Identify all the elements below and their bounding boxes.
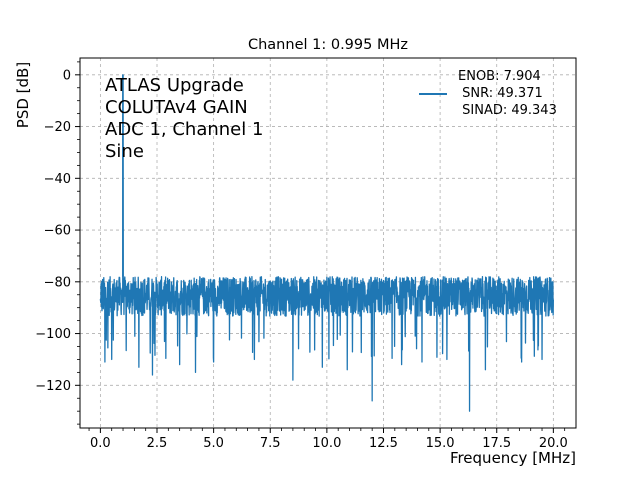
y-tick-label: −60 [44,224,71,239]
annotation-text: ATLAS Upgrade COLUTAv4 GAIN ADC 1, Chann… [105,75,263,162]
legend-entry-snr: SNR: 49.371 [458,86,543,101]
legend-entry-enob: ENOB: 7.904 [458,69,541,84]
x-tick-label: 17.5 [482,436,511,451]
annotation-line-1: ATLAS Upgrade [105,75,244,96]
annotation-line-2: COLUTAv4 GAIN [105,97,248,118]
y-tick-label: −120 [35,379,71,394]
x-axis-label: Frequency [MHz] [450,449,576,467]
psd-series-line [99,74,554,412]
x-tick-label: 15.0 [426,436,455,451]
plot-area [99,74,554,412]
x-tick-label: 2.5 [147,436,168,451]
chart-title: Channel 1: 0.995 MHz [248,37,408,53]
annotation-line-3: ADC 1, Channel 1 [105,119,263,140]
y-tick-label: −20 [44,120,71,135]
legend: ENOB: 7.904 SNR: 49.371 SINAD: 49.343 [419,69,557,118]
x-tick-label: 7.5 [260,436,281,451]
legend-entry-sinad: SINAD: 49.343 [458,103,557,118]
x-tick-label: 0.0 [90,436,111,451]
axis-ticks: 0.0 2.5 5.0 7.5 10.0 12.5 15.0 17.5 20.0 0 −20 −40 −… [35,61,568,451]
y-tick-label: −40 [44,172,71,187]
y-tick-label: 0 [63,68,71,83]
x-tick-label: 20.0 [539,436,568,451]
y-axis-label: PSD [dB] [14,62,32,128]
y-tick-label: −100 [35,327,71,342]
x-tick-label: 12.5 [369,436,398,451]
x-tick-label: 10.0 [312,436,341,451]
y-tick-label: −80 [44,275,71,290]
x-tick-label: 5.0 [203,436,224,451]
grid-lines [80,58,576,428]
annotation-line-4: Sine [105,141,144,162]
